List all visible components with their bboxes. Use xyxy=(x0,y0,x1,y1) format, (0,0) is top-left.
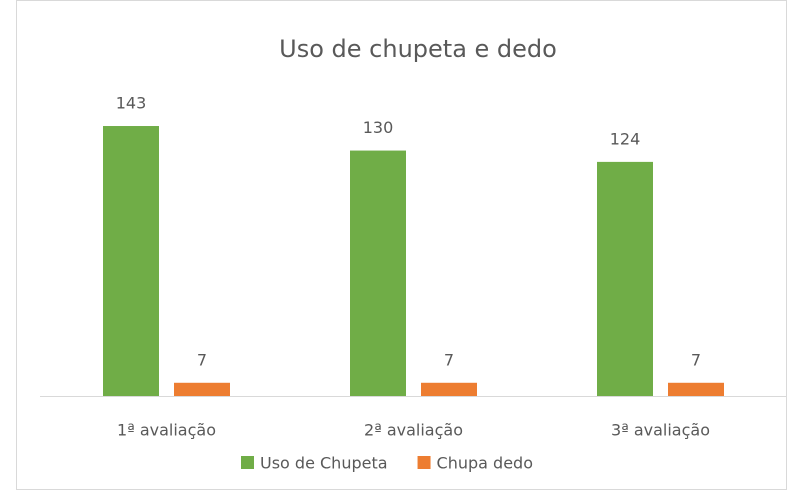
bar xyxy=(668,382,724,396)
data-label: 143 xyxy=(116,94,147,113)
legend-swatch xyxy=(241,456,254,469)
data-label: 7 xyxy=(691,350,701,369)
data-label: 124 xyxy=(610,129,641,148)
bar xyxy=(597,161,653,396)
chart-title: Uso de chupeta e dedo xyxy=(279,35,557,63)
bar xyxy=(174,382,230,396)
bar xyxy=(421,382,477,396)
data-label: 130 xyxy=(363,118,394,137)
x-tick-label: 3ª avaliação xyxy=(611,421,710,440)
legend-label: Uso de Chupeta xyxy=(260,454,388,473)
data-label: 7 xyxy=(197,350,207,369)
legend-swatch xyxy=(417,456,431,469)
legend-label: Chupa dedo xyxy=(437,454,533,473)
bar xyxy=(103,126,159,397)
x-tick-label: 2ª avaliação xyxy=(364,421,463,440)
bar xyxy=(350,150,406,396)
x-tick-label: 1ª avaliação xyxy=(117,421,216,440)
data-label: 7 xyxy=(444,350,454,369)
